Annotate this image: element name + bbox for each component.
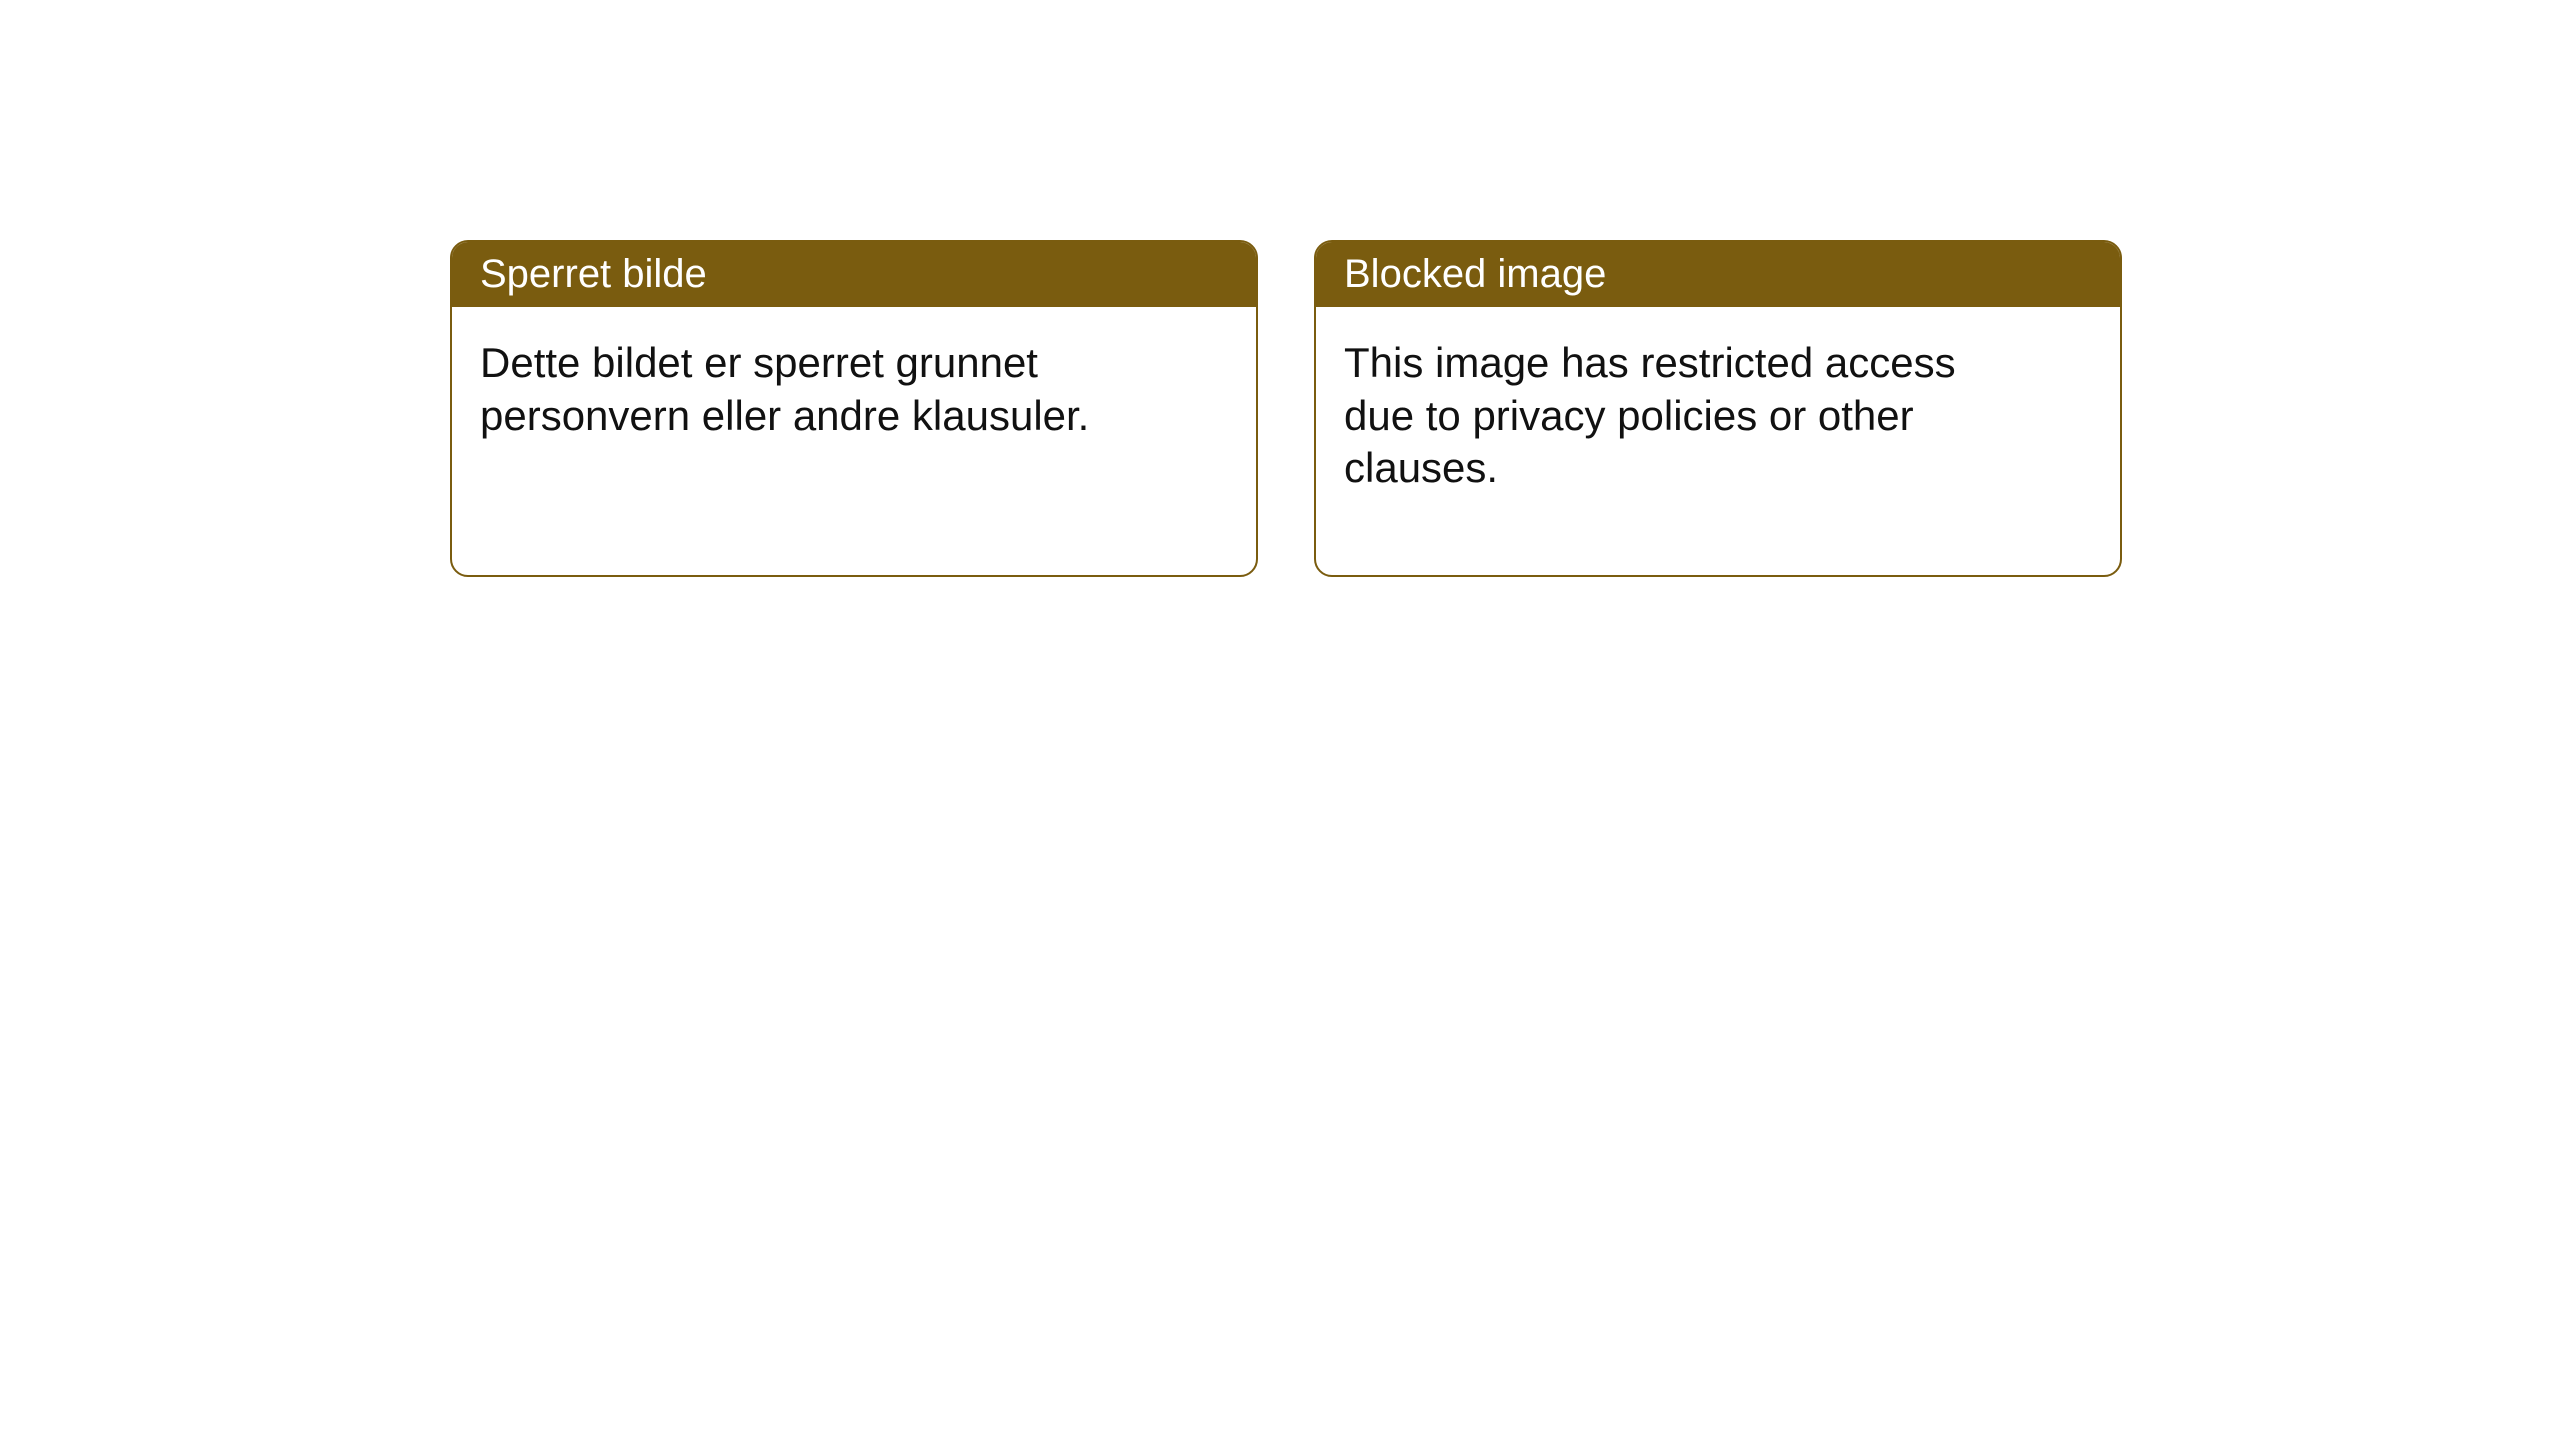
notice-title-norwegian: Sperret bilde <box>480 252 707 296</box>
notice-header-norwegian: Sperret bilde <box>452 242 1256 307</box>
notice-cards-container: Sperret bilde Dette bildet er sperret gr… <box>450 240 2122 577</box>
notice-card-norwegian: Sperret bilde Dette bildet er sperret gr… <box>450 240 1258 577</box>
notice-body-english: This image has restricted access due to … <box>1316 307 2120 575</box>
notice-text-norwegian: Dette bildet er sperret grunnet personve… <box>480 339 1089 439</box>
notice-title-english: Blocked image <box>1344 252 1606 296</box>
notice-body-norwegian: Dette bildet er sperret grunnet personve… <box>452 307 1256 522</box>
notice-header-english: Blocked image <box>1316 242 2120 307</box>
notice-card-english: Blocked image This image has restricted … <box>1314 240 2122 577</box>
notice-text-english: This image has restricted access due to … <box>1344 339 1956 491</box>
